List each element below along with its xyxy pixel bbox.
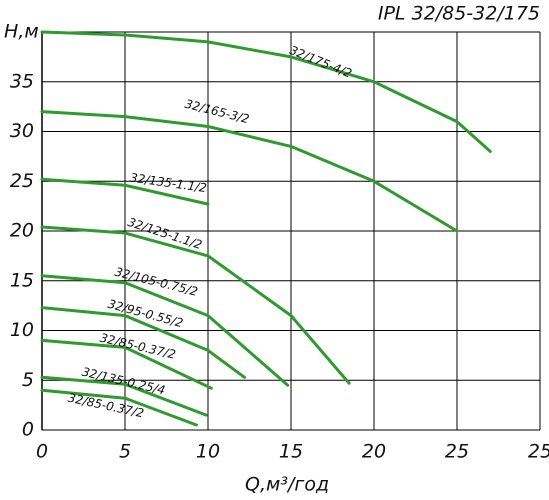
pump-curve	[40, 225, 351, 385]
curve-label: 32/135-1.1/2	[129, 171, 208, 196]
y-tick-label: 20	[10, 220, 34, 242]
curve-label: 32/135-0.25/4	[81, 365, 167, 398]
x-tick-label: 5	[119, 441, 131, 463]
y-tick-label: 5	[22, 369, 34, 391]
y-tick-label: 30	[10, 120, 34, 142]
pump-curve	[40, 177, 210, 206]
pump-curve	[40, 338, 213, 390]
pump-curve	[40, 375, 208, 417]
chart-title: IPL 32/85-32/175	[378, 3, 540, 25]
pump-curve	[40, 388, 198, 427]
y-tick-label: 10	[10, 319, 34, 341]
y-tick-label: 25	[10, 170, 34, 192]
curve-label: 32/85-0.37/2	[99, 331, 177, 362]
x-axis-label: Q,м³/год	[245, 474, 329, 496]
x-tick-label: 15	[279, 441, 303, 463]
curve-label: 32/175-4/2	[288, 43, 354, 81]
x-tick-label: 25	[528, 441, 549, 463]
x-tick-label: 0	[36, 441, 48, 463]
y-axis-label: H,м	[4, 21, 39, 43]
pump-curve	[40, 306, 246, 379]
y-tick-label: 0	[22, 419, 34, 441]
x-tick-label: 10	[196, 441, 220, 463]
pump-curve	[40, 30, 492, 153]
x-tick-label: 25	[445, 441, 469, 463]
x-tick-label: 20	[362, 441, 386, 463]
pump-curve	[40, 110, 459, 233]
y-tick-label: 15	[10, 269, 34, 291]
pump-curve	[40, 274, 290, 387]
curve-label: 32/165-3/2	[183, 97, 250, 127]
y-tick-label: 35	[10, 70, 34, 92]
curve-label: 32/125-1.1/2	[126, 215, 204, 252]
